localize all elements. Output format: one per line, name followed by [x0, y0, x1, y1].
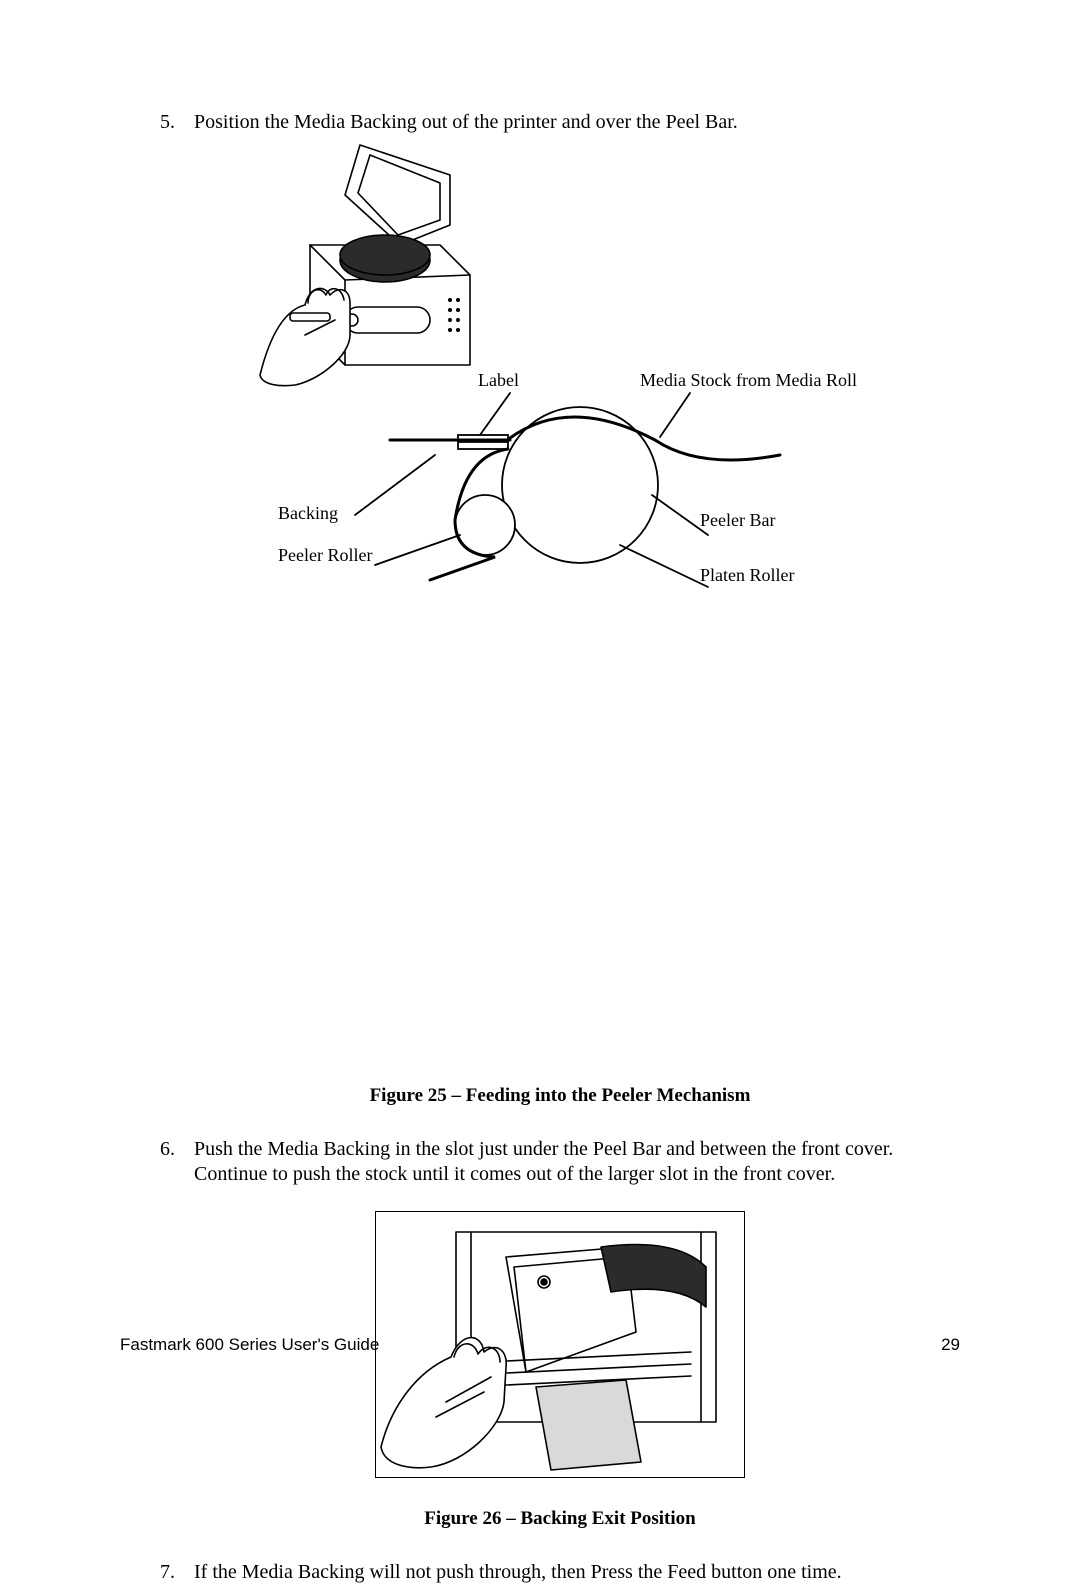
- step-number: 6.: [160, 1137, 194, 1187]
- step-number: 7.: [160, 1560, 194, 1585]
- step-text: Push the Media Backing in the slot just …: [194, 1137, 960, 1187]
- fig25-label-label: Label: [478, 370, 519, 391]
- fig25-label-media-stock: Media Stock from Media Roll: [640, 370, 857, 391]
- fig25-label-peeler-bar: Peeler Bar: [700, 510, 775, 531]
- footer-title: Fastmark 600 Series User's Guide: [120, 1335, 379, 1355]
- figure-25-caption: Figure 25 – Feeding into the Peeler Mech…: [160, 1085, 960, 1107]
- printer-illustration-icon: [250, 135, 510, 395]
- document-page: 5. Position the Media Backing out of the…: [0, 0, 1080, 1397]
- step-number: 5.: [160, 110, 194, 135]
- figure-26-caption: Figure 26 – Backing Exit Position: [160, 1508, 960, 1530]
- step-text: Position the Media Backing out of the pr…: [194, 110, 960, 135]
- page-number: 29: [941, 1335, 960, 1355]
- figure-25: Label Media Stock from Media Roll Backin…: [220, 145, 820, 605]
- step-7: 7. If the Media Backing will not push th…: [160, 1560, 960, 1585]
- page-footer: Fastmark 600 Series User's Guide 29: [120, 1335, 960, 1355]
- step-5: 5. Position the Media Backing out of the…: [160, 110, 960, 135]
- step-text: If the Media Backing will not push throu…: [194, 1560, 960, 1585]
- step-6: 6. Push the Media Backing in the slot ju…: [160, 1137, 960, 1187]
- fig25-label-platen-roller: Platen Roller: [700, 565, 794, 586]
- fig25-label-peeler-roller: Peeler Roller: [278, 545, 372, 566]
- fig25-label-backing: Backing: [278, 503, 338, 524]
